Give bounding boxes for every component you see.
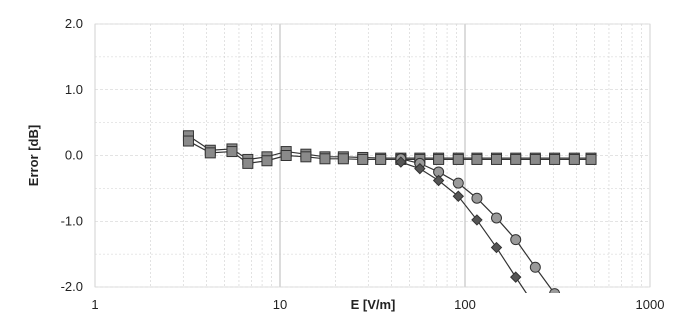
square-marker: [529, 153, 541, 165]
x-tick-label: 100: [454, 297, 476, 312]
square-marker: [182, 135, 194, 147]
square-marker: [510, 153, 522, 165]
series-3: [395, 153, 561, 293]
circle-marker: [452, 177, 464, 189]
diamond-marker: [471, 214, 483, 226]
square-marker: [242, 157, 254, 169]
square-marker: [204, 147, 216, 159]
circle-marker: [529, 261, 541, 273]
x-axis-ticks: 1 10 100 1000: [91, 297, 664, 312]
y-axis-ticks: 2.0 1.0 0.0 -1.0 -2.0: [61, 16, 83, 294]
square-marker: [568, 153, 580, 165]
series-group: [182, 130, 597, 312]
grid: [94, 23, 651, 288]
series-line: [188, 135, 592, 161]
y-tick-label: 2.0: [65, 16, 83, 31]
square-marker: [471, 153, 483, 165]
series-2: [182, 135, 597, 169]
diamond-marker: [510, 271, 522, 283]
square-marker: [452, 153, 464, 165]
diamond-marker: [530, 302, 540, 312]
y-tick-label: -1.0: [61, 213, 83, 228]
diamond-marker: [452, 190, 465, 202]
diamond-marker: [490, 241, 503, 254]
y-tick-label: 0.0: [65, 148, 83, 163]
series-4: [395, 156, 540, 312]
diamond-marker: [432, 174, 445, 187]
square-marker: [337, 153, 349, 165]
y-axis-title: Error [dB]: [26, 125, 41, 186]
y-tick-label: 1.0: [65, 82, 83, 97]
x-axis-title: E [V/m]: [351, 297, 396, 312]
square-marker: [585, 153, 597, 165]
circle-marker: [490, 212, 502, 224]
x-tick-label: 10: [273, 297, 287, 312]
square-marker: [549, 153, 561, 165]
diamond-marker: [414, 162, 426, 175]
diamond-marker: [395, 156, 407, 168]
square-marker: [319, 153, 331, 165]
x-tick-label: 1: [91, 297, 98, 312]
square-marker: [490, 153, 502, 165]
square-marker: [226, 146, 238, 158]
square-marker: [300, 151, 312, 163]
square-marker: [433, 153, 445, 165]
square-marker: [357, 153, 369, 165]
square-marker: [261, 155, 273, 167]
plot-frame: [94, 23, 651, 288]
y-tick-label: -2.0: [61, 279, 83, 294]
square-marker: [375, 153, 387, 165]
circle-marker: [471, 192, 483, 204]
square-marker: [280, 150, 292, 161]
circle-marker: [549, 288, 561, 293]
series-line: [188, 140, 592, 165]
x-tick-label: 1000: [636, 297, 665, 312]
circle-marker: [510, 234, 522, 246]
